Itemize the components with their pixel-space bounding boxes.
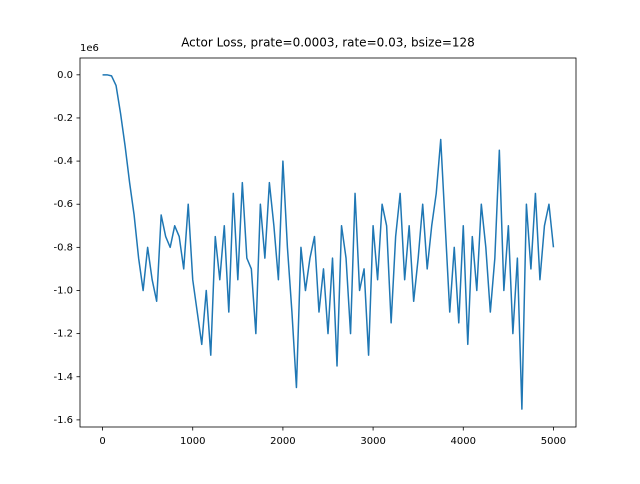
y-tick-label: -1.2 xyxy=(53,329,73,340)
y-offset-label: 1e6 xyxy=(80,43,99,54)
y-tick-label: -1.4 xyxy=(53,372,73,383)
x-tick-label: 2000 xyxy=(270,436,295,447)
y-tick-label: -0.8 xyxy=(53,242,73,253)
y-tick-label: -0.4 xyxy=(53,156,73,167)
x-tick-label: 0 xyxy=(99,436,105,447)
y-tick-label: -1.6 xyxy=(53,415,73,426)
chart-title: Actor Loss, prate=0.0003, rate=0.03, bsi… xyxy=(181,36,475,50)
y-tick-label: -0.6 xyxy=(53,199,73,210)
x-tick-label: 4000 xyxy=(451,436,476,447)
x-tick-label: 1000 xyxy=(180,436,205,447)
x-tick-label: 5000 xyxy=(541,436,566,447)
x-tick-label: 3000 xyxy=(360,436,385,447)
y-tick-label: 0.0 xyxy=(57,70,73,81)
line xyxy=(102,74,555,410)
plot-frame xyxy=(79,57,577,428)
y-tick-label: -0.2 xyxy=(53,113,73,124)
y-tick-label: -1.0 xyxy=(53,285,73,296)
